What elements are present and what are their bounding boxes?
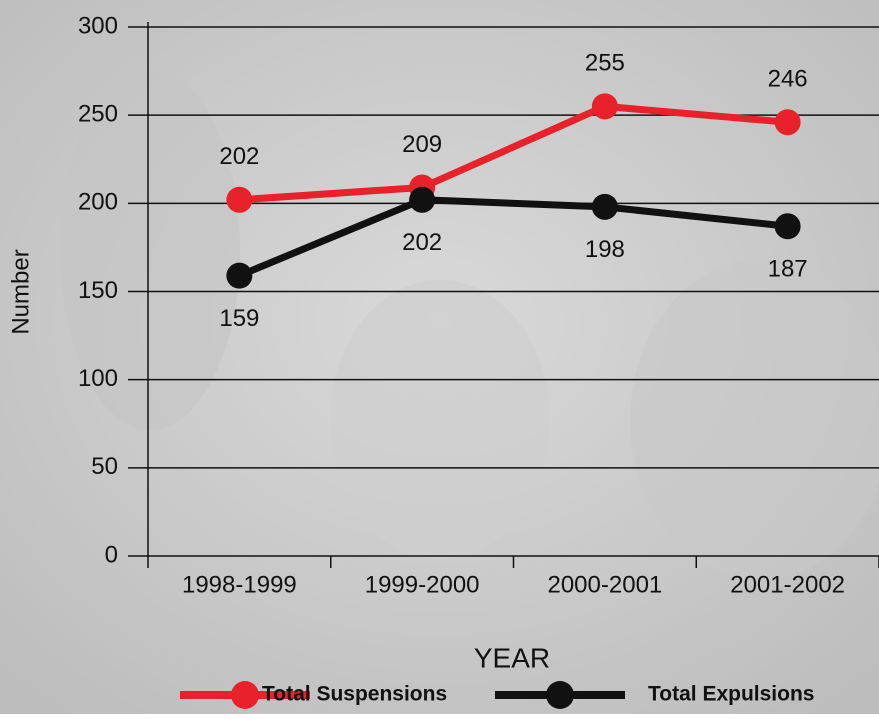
- legend-marker: [231, 681, 259, 709]
- series-line: [239, 102, 788, 204]
- x-tick-label: 1999-2000: [365, 571, 480, 598]
- data-label: 202: [219, 143, 259, 170]
- data-point: [774, 213, 801, 240]
- background-shape: [630, 260, 879, 580]
- data-label: 202: [402, 229, 442, 256]
- data-point: [226, 186, 253, 213]
- x-axis-title: YEAR: [474, 642, 550, 673]
- y-tick-label: 200: [78, 189, 118, 216]
- background-shape: [330, 280, 550, 560]
- legend-marker: [546, 681, 574, 709]
- data-label: 209: [402, 131, 442, 158]
- data-point: [591, 193, 618, 220]
- legend-label: Total Suspensions: [262, 683, 447, 706]
- x-tick-label: 1998-1999: [182, 571, 297, 598]
- legend-label: Total Expulsions: [648, 683, 814, 706]
- series-line: [238, 196, 788, 279]
- data-label: 198: [585, 236, 625, 263]
- data-label: 255: [585, 50, 625, 77]
- y-tick-label: 0: [105, 541, 118, 568]
- y-tick-label: 100: [78, 365, 118, 392]
- data-point: [774, 109, 801, 136]
- y-tick-label: 150: [78, 277, 118, 304]
- y-tick-label: 300: [78, 12, 118, 39]
- y-tick-label: 50: [91, 453, 118, 480]
- data-point: [226, 262, 253, 289]
- y-tick-label: 250: [78, 101, 118, 128]
- x-tick-label: 2000-2001: [547, 571, 662, 598]
- x-tick-label: 2001-2002: [730, 571, 845, 598]
- data-label: 187: [768, 256, 808, 283]
- y-axis-title: Number: [7, 249, 34, 334]
- data-label: 246: [768, 66, 808, 93]
- data-label: 159: [219, 305, 259, 332]
- data-point: [591, 93, 618, 120]
- background-shape: [60, 70, 240, 430]
- data-point: [409, 186, 436, 213]
